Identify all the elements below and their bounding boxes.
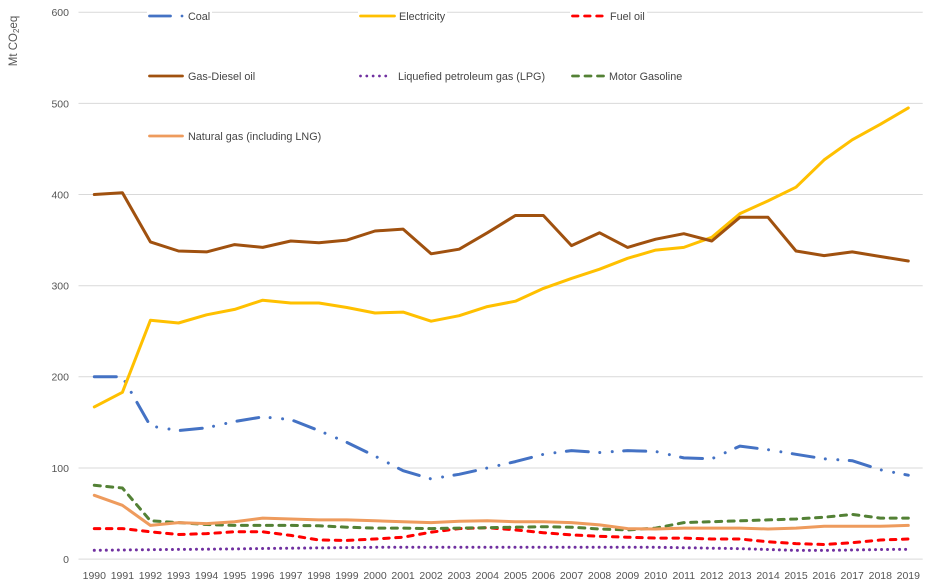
svg-text:2005: 2005 (504, 570, 528, 582)
svg-text:2002: 2002 (419, 570, 443, 582)
svg-text:2013: 2013 (728, 570, 752, 582)
svg-text:Mt CO2eq: Mt CO2eq (8, 16, 21, 66)
svg-text:Gas-Diesel oil: Gas-Diesel oil (188, 71, 255, 83)
svg-text:1997: 1997 (279, 570, 303, 582)
svg-text:2017: 2017 (841, 570, 865, 582)
svg-text:2019: 2019 (897, 570, 921, 582)
svg-text:2016: 2016 (812, 570, 836, 582)
svg-text:500: 500 (51, 98, 69, 110)
svg-text:2006: 2006 (532, 570, 556, 582)
svg-text:1991: 1991 (111, 570, 135, 582)
svg-text:1994: 1994 (195, 570, 219, 582)
svg-text:Coal: Coal (188, 11, 210, 23)
svg-text:2003: 2003 (448, 570, 472, 582)
svg-text:1990: 1990 (83, 570, 107, 582)
svg-text:2000: 2000 (363, 570, 387, 582)
svg-text:Fuel oil: Fuel oil (610, 11, 645, 23)
svg-text:600: 600 (51, 7, 69, 19)
svg-text:Motor Gasoline: Motor Gasoline (609, 71, 682, 83)
svg-text:2011: 2011 (673, 570, 696, 582)
svg-text:1996: 1996 (251, 570, 275, 582)
svg-text:100: 100 (51, 463, 69, 475)
svg-text:2007: 2007 (560, 570, 584, 582)
svg-text:2018: 2018 (869, 570, 893, 582)
svg-text:2001: 2001 (391, 570, 415, 582)
svg-text:Liquefied petroleum gas (LPG): Liquefied petroleum gas (LPG) (398, 71, 545, 83)
svg-text:1995: 1995 (223, 570, 247, 582)
svg-text:1998: 1998 (307, 570, 331, 582)
svg-text:400: 400 (51, 189, 69, 201)
svg-text:2012: 2012 (700, 570, 724, 582)
svg-text:Electricity: Electricity (399, 11, 446, 23)
svg-text:1993: 1993 (167, 570, 191, 582)
svg-text:2015: 2015 (784, 570, 808, 582)
svg-text:200: 200 (51, 372, 69, 384)
svg-text:2010: 2010 (644, 570, 668, 582)
svg-text:300: 300 (51, 281, 69, 293)
svg-text:1992: 1992 (139, 570, 163, 582)
svg-text:2008: 2008 (588, 570, 612, 582)
svg-text:2009: 2009 (616, 570, 640, 582)
svg-text:Natural gas (including LNG): Natural gas (including LNG) (188, 131, 321, 143)
svg-text:2004: 2004 (476, 570, 500, 582)
svg-text:1999: 1999 (335, 570, 359, 582)
svg-text:0: 0 (63, 554, 69, 566)
svg-text:2014: 2014 (756, 570, 780, 582)
